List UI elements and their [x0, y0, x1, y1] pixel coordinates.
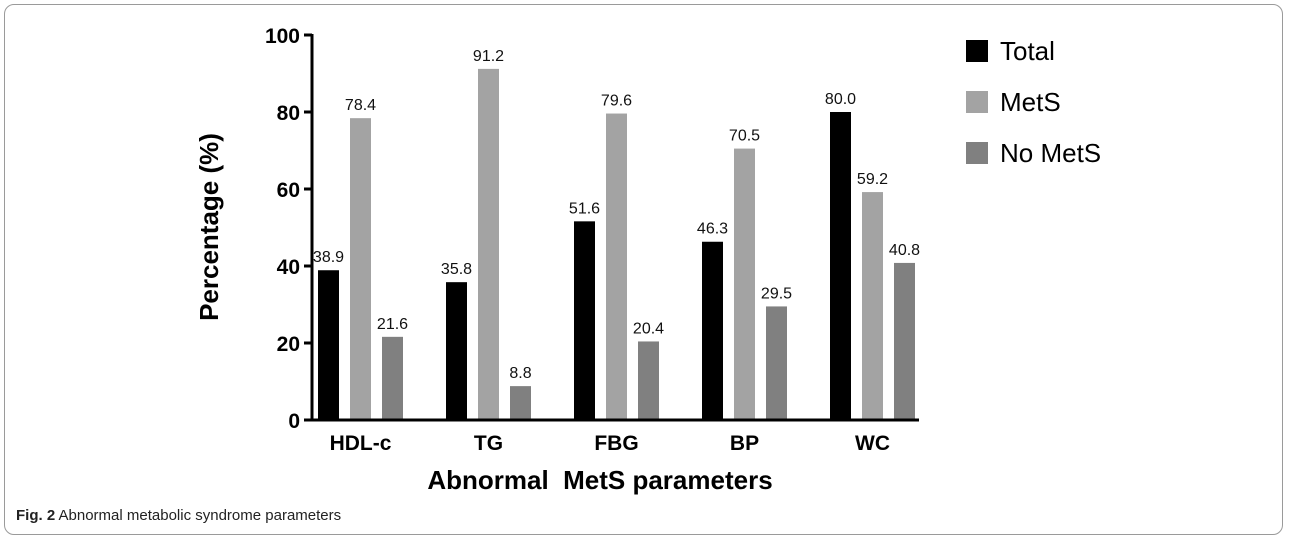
bar — [702, 241, 723, 420]
legend-label: Total — [1000, 36, 1055, 66]
bar-value-label: 20.4 — [633, 320, 664, 337]
bar — [606, 113, 627, 420]
bar-value-label: 38.9 — [313, 249, 344, 266]
bar-value-label: 29.5 — [761, 285, 792, 302]
bar — [734, 148, 755, 420]
x-tick-label: FBG — [594, 432, 638, 455]
y-tick-label: 100 — [265, 25, 300, 48]
figure-caption: Fig. 2 Abnormal metabolic syndrome param… — [16, 507, 341, 524]
legend: Total MetS No MetS — [966, 36, 1101, 168]
bar-value-label: 79.6 — [601, 93, 632, 110]
plot-area: 38.9 78.4 21.6 HDL-c 35.8 91.2 8.8 TG 51.6 79.6 20… — [265, 25, 920, 455]
bar-value-label: 46.3 — [697, 221, 728, 238]
bar — [318, 270, 339, 420]
bar-value-label: 8.8 — [509, 365, 531, 382]
y-tick-label: 20 — [277, 333, 300, 356]
y-tick-label: 60 — [277, 179, 300, 202]
bar — [638, 341, 659, 420]
bar — [830, 112, 851, 420]
x-tick-label: BP — [730, 432, 759, 455]
x-tick-label: WC — [855, 432, 890, 455]
legend-label: No MetS — [1000, 138, 1101, 168]
x-axis-label: Abnormal MetS parameters — [427, 465, 772, 495]
bar — [350, 118, 371, 420]
figure-caption-label: Fig. 2 — [16, 507, 56, 524]
bar-value-label: 40.8 — [889, 242, 920, 259]
figure-frame — [4, 4, 1283, 535]
bar-value-label: 59.2 — [857, 171, 888, 188]
bar-value-label: 35.8 — [441, 261, 472, 278]
bar — [766, 306, 787, 420]
x-tick-label: TG — [474, 432, 503, 455]
bar — [382, 336, 403, 420]
bar — [894, 262, 915, 420]
legend-label: MetS — [1000, 87, 1061, 117]
bar-value-label: 51.6 — [569, 200, 600, 217]
x-tick-label: HDL-c — [330, 432, 392, 455]
bar-value-label: 78.4 — [345, 97, 376, 114]
bar-value-label: 21.6 — [377, 316, 408, 333]
legend-swatch — [966, 91, 988, 113]
bar — [478, 68, 499, 420]
bar — [574, 221, 595, 420]
legend-swatch — [966, 40, 988, 62]
bar — [446, 282, 467, 420]
bar-value-label: 70.5 — [729, 128, 760, 145]
bar-value-label: 91.2 — [473, 48, 504, 65]
bar — [862, 192, 883, 420]
bar-value-label: 80.0 — [825, 91, 856, 108]
figure-caption-text: Abnormal metabolic syndrome parameters — [58, 507, 342, 524]
bar-chart: 38.9 78.4 21.6 HDL-c 35.8 91.2 8.8 TG 51.6 79.6 20… — [194, 25, 1101, 495]
legend-swatch — [966, 142, 988, 164]
y-tick-label: 40 — [277, 256, 300, 279]
bar — [510, 386, 531, 420]
y-tick-label: 80 — [277, 102, 300, 125]
y-tick-label: 0 — [288, 410, 300, 433]
y-axis-label: Percentage (%) — [194, 133, 224, 321]
